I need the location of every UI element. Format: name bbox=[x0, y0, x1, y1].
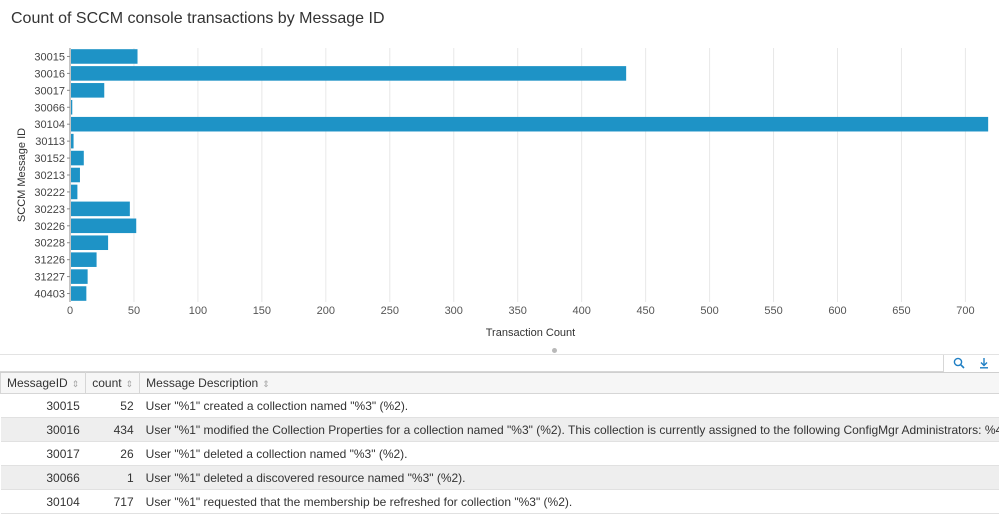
cell-count: 1 bbox=[85, 465, 140, 490]
x-tick-label: 0 bbox=[67, 305, 73, 317]
search-icon[interactable] bbox=[951, 357, 967, 371]
table-header-row: MessageID ⇕ count ⇕ Message Description ⇕ bbox=[0, 372, 999, 394]
sort-icon: ⇕ bbox=[262, 379, 270, 389]
bar[interactable] bbox=[71, 133, 74, 149]
bar[interactable] bbox=[71, 99, 73, 115]
column-header-label: MessageID bbox=[7, 376, 68, 390]
x-tick-label: 700 bbox=[956, 305, 974, 317]
table-row[interactable]: 30066 1 User "%1" deleted a discovered r… bbox=[0, 465, 999, 490]
x-tick-label: 600 bbox=[828, 305, 846, 317]
y-tick-label: 30228 bbox=[34, 238, 65, 250]
cell-messageid: 30104 bbox=[0, 489, 86, 514]
y-tick-label: 30017 bbox=[34, 85, 65, 97]
y-tick-label: 30213 bbox=[34, 170, 65, 182]
cell-messageid: 30016 bbox=[0, 417, 86, 442]
column-header-count[interactable]: count ⇕ bbox=[85, 372, 141, 394]
bar[interactable] bbox=[71, 49, 138, 64]
table-filter-area bbox=[0, 355, 944, 372]
x-tick-label: 450 bbox=[636, 305, 654, 317]
bar-chart: 0 50 100 150 200 250 300 350 400 450 500 550 600 650 7… bbox=[16, 48, 989, 339]
y-tick-label: 30152 bbox=[34, 153, 65, 165]
download-icon[interactable] bbox=[976, 357, 992, 371]
y-tick-label: 30113 bbox=[35, 136, 65, 148]
cell-description: User "%1" created a collection named "%3… bbox=[139, 393, 999, 418]
bar[interactable] bbox=[71, 269, 88, 284]
bar[interactable] bbox=[71, 83, 105, 98]
x-tick-label: 400 bbox=[572, 305, 590, 317]
bar[interactable] bbox=[71, 150, 84, 166]
column-header-label: Message Description bbox=[146, 376, 259, 390]
bar[interactable] bbox=[71, 235, 109, 251]
x-tick-label: 150 bbox=[253, 305, 271, 317]
table-row[interactable]: 30016 434 User "%1" modified the Collect… bbox=[0, 417, 999, 442]
resize-handle[interactable] bbox=[552, 348, 557, 353]
cell-description: User "%1" requested that the membership … bbox=[139, 489, 999, 514]
x-tick-label: 200 bbox=[317, 305, 335, 317]
bar[interactable] bbox=[71, 252, 97, 267]
y-tick-label: 30223 bbox=[34, 204, 65, 216]
table-row[interactable]: 30015 52 User "%1" created a collection … bbox=[0, 393, 999, 418]
cell-count: 52 bbox=[85, 393, 140, 418]
table-row[interactable]: 30104 717 User "%1" requested that the m… bbox=[0, 489, 999, 514]
y-tick-label: 31227 bbox=[34, 272, 65, 284]
y-tick-label: 30066 bbox=[34, 102, 65, 114]
cell-count: 26 bbox=[85, 441, 140, 466]
x-tick-label: 550 bbox=[764, 305, 782, 317]
bar[interactable] bbox=[71, 218, 137, 234]
bar[interactable] bbox=[71, 184, 78, 200]
x-tick-label: 300 bbox=[445, 305, 463, 317]
y-tick-label: 40403 bbox=[34, 289, 65, 301]
results-table: MessageID ⇕ count ⇕ Message Description ⇕ 3… bbox=[0, 372, 999, 514]
x-tick-label: 650 bbox=[892, 305, 910, 317]
y-tick-label: 30104 bbox=[34, 119, 65, 131]
bar[interactable] bbox=[71, 116, 989, 132]
y-tick-label: 30015 bbox=[34, 51, 65, 63]
cell-count: 434 bbox=[85, 417, 140, 442]
cell-description: User "%1" deleted a collection named "%3… bbox=[139, 441, 999, 466]
x-tick-label: 250 bbox=[381, 305, 399, 317]
column-header-messageid[interactable]: MessageID ⇕ bbox=[0, 372, 87, 394]
y-tick-label: 30222 bbox=[34, 187, 65, 199]
table-row[interactable]: 30017 26 User "%1" deleted a collection … bbox=[0, 441, 999, 466]
cell-messageid: 30066 bbox=[0, 465, 86, 490]
y-axis-title: SCCM Message ID bbox=[16, 128, 28, 222]
column-header-message-description[interactable]: Message Description ⇕ bbox=[139, 372, 999, 394]
bar[interactable] bbox=[71, 167, 80, 183]
bar[interactable] bbox=[71, 66, 627, 81]
cell-messageid: 30017 bbox=[0, 441, 86, 466]
bar[interactable] bbox=[71, 286, 87, 301]
panel-title: Count of SCCM console transactions by Me… bbox=[11, 10, 385, 27]
x-tick-label: 350 bbox=[509, 305, 527, 317]
cell-description: User "%1" deleted a discovered resource … bbox=[139, 465, 999, 490]
x-tick-label: 50 bbox=[128, 305, 140, 317]
x-axis-title: Transaction Count bbox=[486, 327, 575, 339]
y-tick-label: 30226 bbox=[34, 221, 65, 233]
y-tick-label: 30016 bbox=[34, 68, 65, 80]
cell-count: 717 bbox=[85, 489, 140, 514]
x-tick-label: 100 bbox=[189, 305, 207, 317]
column-header-label: count bbox=[92, 376, 122, 390]
table-toolbar bbox=[0, 354, 999, 373]
cell-messageid: 30015 bbox=[0, 393, 86, 418]
y-tick-label: 31226 bbox=[34, 255, 65, 267]
sort-icon: ⇕ bbox=[71, 379, 80, 389]
bar[interactable] bbox=[71, 201, 130, 217]
sort-icon: ⇕ bbox=[125, 379, 134, 389]
x-tick-label: 500 bbox=[700, 305, 718, 317]
cell-description: User "%1" modified the Collection Proper… bbox=[139, 417, 999, 442]
